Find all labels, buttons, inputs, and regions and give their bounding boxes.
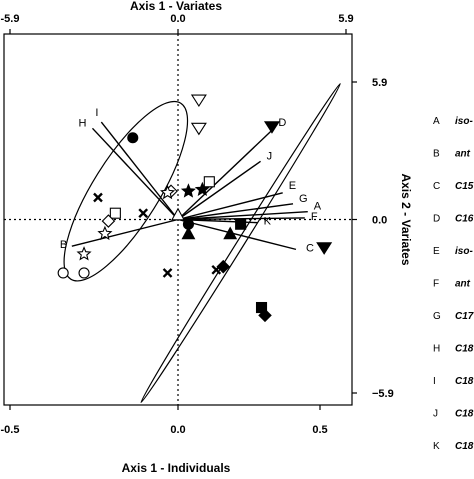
top-tick-label: 5.9 [338, 13, 353, 25]
point-square-open [109, 207, 121, 219]
vector-label: H [78, 117, 86, 129]
group-ellipse [140, 83, 341, 404]
point-triangle-up-filled [181, 226, 196, 240]
legend-key: F [433, 279, 439, 290]
legend-text: C18 [455, 409, 474, 420]
legend-text: ant [455, 149, 471, 160]
legend-key: J [433, 409, 438, 420]
x-stroke [162, 268, 173, 278]
point-star-open [160, 184, 176, 200]
ellipse-layer [63, 83, 341, 404]
vector-line [71, 218, 179, 247]
right-axis-title: Axis 2 - Variates [399, 173, 413, 265]
vector-label: F [311, 211, 318, 223]
legend-text: iso- [455, 116, 473, 127]
vector-label: G [299, 193, 308, 205]
x-stroke [93, 192, 103, 203]
point-star-open [76, 246, 92, 261]
vector-line [91, 127, 179, 220]
vector-layer: A B C D E FG HI J K [60, 107, 322, 254]
vector-label: E [289, 180, 296, 192]
group-ellipse [63, 100, 189, 282]
legend-key: G [433, 311, 441, 322]
vector-line [177, 218, 297, 251]
vector-label: J [267, 150, 273, 162]
vector-line [177, 192, 283, 221]
legend-text: C18 [455, 376, 474, 387]
top-axis-title: Axis 1 - Variates [130, 0, 222, 13]
legend-key: D [433, 214, 440, 225]
point-star-filled [194, 181, 210, 197]
point-triangle-up-open [171, 207, 185, 221]
point-square-open [203, 176, 215, 188]
point-x-filled [138, 208, 149, 219]
point-circle-filled [127, 132, 139, 144]
point-triangle-down-filled [263, 121, 280, 134]
vector-line [177, 129, 273, 221]
legend-text: C18 [455, 344, 474, 355]
vector-line [177, 210, 308, 221]
point-square-filled [235, 218, 247, 230]
vector-line [177, 203, 294, 221]
legend-text: C18 [455, 441, 474, 452]
point-x-filled [93, 192, 103, 203]
point-triangle-down-filled [316, 242, 333, 255]
point-star-open [97, 225, 113, 241]
legend-text: C15 [455, 181, 474, 192]
x-stroke [138, 208, 149, 219]
point-triangle-down-open [190, 122, 207, 136]
legend-text: iso- [455, 246, 473, 257]
legend-key: B [433, 149, 440, 160]
point-circle-open [57, 267, 69, 279]
vector-line [177, 160, 261, 221]
vector-label: D [278, 117, 286, 129]
right-tick-label: 5.9 [372, 77, 387, 89]
vector-label: K [264, 216, 272, 228]
point-triangle-down-open [190, 94, 207, 108]
legend-text: ant [455, 279, 471, 290]
top-tick-label: 0.0 [170, 13, 185, 25]
vector-label: I [95, 107, 98, 119]
bottom-tick-label: 0.5 [312, 424, 327, 436]
point-triangle-up-filled [223, 226, 238, 240]
vector-label: A [314, 201, 322, 213]
point-circle-open [78, 267, 90, 279]
x-stroke [211, 264, 222, 275]
legend-key: I [433, 376, 436, 387]
right-tick-label: −5.9 [372, 388, 394, 400]
point-layer [57, 94, 333, 323]
vector-label: C [306, 242, 314, 254]
vector-label: B [60, 239, 67, 251]
point-diamond-filled [258, 308, 272, 323]
point-diamond-filled [216, 259, 231, 274]
bottom-axis-title: Axis 1 - Individuals [122, 461, 231, 474]
axis-layer: -5.9 0.0 5.9 Axis 1 - Variates -0.5 0.0 0.5 Axi… [1, 0, 413, 475]
legend-key: E [433, 246, 440, 257]
right-tick-label: 0.0 [372, 215, 387, 227]
legend-key: K [433, 441, 440, 452]
point-star-filled [180, 183, 196, 198]
top-tick-label: -5.9 [1, 13, 20, 25]
legend-text: C16 [455, 214, 474, 225]
point-x-filled [162, 268, 173, 278]
legend-key: A [433, 116, 440, 127]
point-x-filled [211, 264, 222, 275]
bottom-tick-label: -0.5 [1, 424, 20, 436]
legend-key: H [433, 344, 440, 355]
vector-line [100, 121, 179, 220]
point-diamond-open [101, 214, 116, 228]
legend-text: C17 [455, 311, 474, 322]
legend-key: C [433, 181, 440, 192]
bottom-tick-label: 0.0 [170, 424, 185, 436]
